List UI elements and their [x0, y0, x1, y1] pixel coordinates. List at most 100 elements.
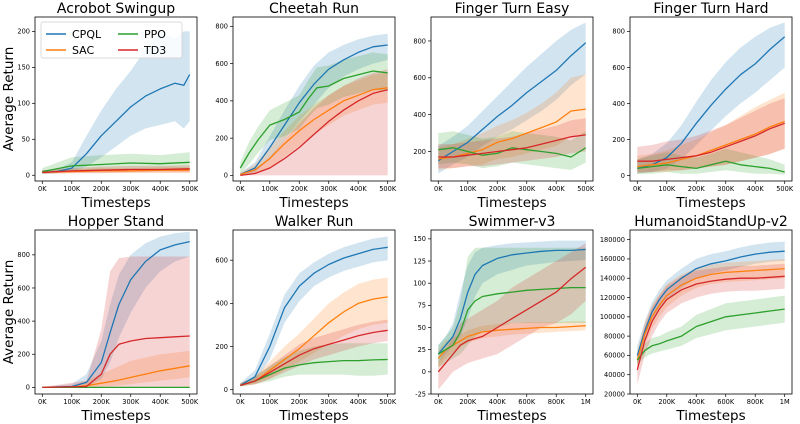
plot-area	[637, 22, 786, 175]
x-axis-label: Timesteps	[278, 408, 348, 424]
x-axis-label: Timesteps	[278, 195, 348, 211]
axes-frame	[34, 229, 198, 395]
x-tick-label: 300K	[320, 398, 338, 406]
x-tick-label: 400K	[489, 398, 507, 406]
x-tick-label: 400K	[350, 185, 368, 193]
y-tick-label: 80000	[604, 332, 625, 340]
ppo-line	[240, 358, 388, 387]
td3-line	[240, 329, 388, 387]
td3-confidence-band	[438, 118, 586, 169]
sac-confidence-band	[637, 258, 785, 370]
y-tick-label: 20000	[604, 390, 625, 398]
y-tick-label: 600	[17, 284, 30, 292]
plot-area	[437, 240, 587, 390]
y-tick-label: 50	[22, 136, 30, 144]
x-axis-label: Timesteps	[476, 195, 546, 211]
axes-frame	[430, 229, 594, 395]
cpql-confidence-band	[438, 240, 586, 363]
sac-confidence-band	[240, 277, 388, 387]
panel-title: Hopper Stand	[68, 214, 164, 230]
panel-title: Acrobot Swingup	[57, 1, 175, 17]
y-tick-label: 0	[224, 172, 228, 180]
x-tick-label: 500K	[577, 185, 595, 193]
cpql-confidence-band	[240, 33, 388, 176]
x-tick-label: 0K	[434, 398, 443, 406]
y-tick-label: 400	[612, 100, 625, 108]
panel-hopper-stand: 0K 100K 200K 300K 400K 500K 0 200 400 600 800 Hoppe…	[1, 214, 199, 424]
sac-confidence-band	[438, 74, 586, 170]
plot-area	[42, 231, 190, 389]
y-tick-label: 0	[422, 368, 426, 376]
x-tick-label: 1M	[581, 398, 591, 406]
ppo-line	[437, 286, 586, 355]
y-tick-label: 60000	[604, 352, 625, 360]
axes-frame	[430, 16, 594, 182]
plot-area	[437, 22, 587, 174]
cpql-line	[42, 74, 191, 174]
axes-frame	[232, 229, 396, 395]
x-tick-label: 400K	[152, 185, 170, 193]
cpql-confidence-band	[240, 236, 388, 387]
ppo-line	[239, 70, 388, 169]
td3-confidence-band	[240, 69, 388, 176]
ppo-line	[637, 160, 785, 173]
x-tick-label: 200K	[688, 185, 706, 193]
sac-line	[438, 108, 586, 160]
x-tick-label: 800K	[747, 398, 765, 406]
panel-humanoidstandup-v2: 0K 200K 400K 600K 800K 1M 20000 40000 60000 80000…	[600, 214, 793, 424]
cpql-confidence-band	[42, 31, 190, 174]
y-tick-label: 50	[418, 324, 426, 332]
panel-title: Cheetah Run	[269, 1, 359, 17]
y-tick-label: 125	[413, 257, 426, 265]
x-tick-label: 800K	[548, 398, 566, 406]
legend: CPQL SAC PPO TD3	[40, 21, 183, 59]
y-tick-label: 120000	[600, 294, 625, 302]
cpql-line	[239, 246, 388, 386]
panel-title: Finger Turn Easy	[455, 1, 570, 17]
cpql-line	[240, 44, 388, 176]
y-tick-label: 0	[26, 172, 30, 180]
ppo-confidence-band	[240, 52, 388, 174]
y-tick-label: 800	[413, 37, 426, 45]
y-tick-label: 160000	[600, 255, 625, 263]
cpql-line	[437, 248, 586, 355]
x-tick-label: 100K	[63, 185, 81, 193]
x-tick-label: 400K	[548, 185, 566, 193]
legend-box	[40, 21, 183, 59]
x-tick-label: 200K	[291, 398, 309, 406]
y-tick-label: 140000	[600, 275, 625, 283]
panel-walker-run: 0K 100K 200K 300K 400K 500K 0 200 400 600 Walker R…	[215, 214, 396, 424]
ppo-confidence-band	[42, 152, 190, 174]
cpql-line	[437, 42, 587, 162]
y-tick-label: 100000	[600, 313, 625, 321]
y-tick-label: 200	[612, 136, 625, 144]
x-tick-label: 100K	[261, 398, 279, 406]
axes-frame	[629, 16, 793, 182]
y-tick-label: 0	[224, 386, 228, 394]
x-axis-label: Timesteps	[80, 408, 150, 424]
x-tick-label: 300K	[320, 185, 338, 193]
y-tick-label: 400	[215, 97, 228, 105]
y-tick-label: 600	[215, 257, 228, 265]
sac-confidence-band	[438, 321, 586, 368]
panel-title: Walker Run	[275, 214, 354, 230]
y-tick-label: 100	[413, 279, 426, 287]
td3-line	[438, 134, 586, 158]
x-tick-label: 400K	[350, 398, 368, 406]
td3-confidence-band	[637, 98, 785, 172]
plot-area	[636, 241, 785, 385]
panel-acrobot-swingup: 0K 100K 200K 300K 400K 500K 0 50 100 150 200 Acrobo…	[1, 1, 199, 211]
y-tick-label: 800	[215, 23, 228, 31]
ppo-legend-label: PPO	[144, 28, 166, 41]
x-tick-label: 500K	[379, 185, 397, 193]
x-tick-label: 300K	[122, 185, 140, 193]
ppo-line	[438, 147, 587, 158]
sac-legend-label: SAC	[72, 44, 95, 57]
y-tick-label: 200	[215, 134, 228, 142]
ppo-line	[636, 308, 785, 361]
cpql-legend-label: CPQL	[72, 28, 102, 41]
y-tick-label: 0	[621, 172, 625, 180]
x-tick-label: 500K	[776, 185, 794, 193]
x-tick-label: 100K	[459, 185, 477, 193]
x-tick-label: 400K	[747, 185, 765, 193]
